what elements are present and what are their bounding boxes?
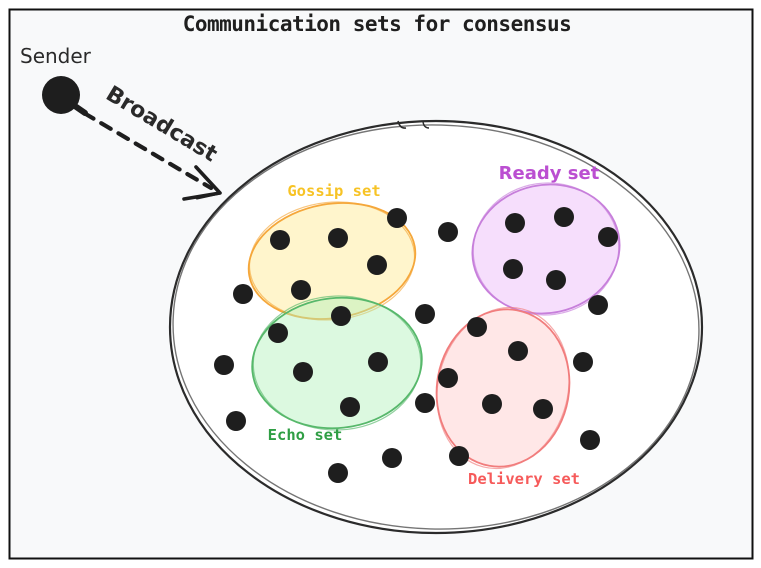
node-dot-none — [233, 284, 253, 304]
node-dot-gossip-echo-overlap — [331, 306, 351, 326]
node-dot-none — [580, 430, 600, 450]
echo-set-ellipse-sketch — [252, 295, 422, 431]
node-dot-echo — [268, 323, 288, 343]
system-ellipse-sketch — [172, 124, 700, 530]
node-dot-none — [415, 304, 435, 324]
node-dot-gossip — [291, 280, 311, 300]
node-dot-ready — [598, 227, 618, 247]
node-dot-echo — [293, 362, 313, 382]
node-dot-ready — [546, 270, 566, 290]
node-dot-delivery — [438, 368, 458, 388]
node-dot-none — [415, 393, 435, 413]
sender-node-dot — [42, 76, 80, 114]
broadcast-arrowhead-inner-icon — [195, 175, 222, 200]
ready-set-ellipse-sketch — [472, 182, 620, 316]
node-dot-echo — [340, 397, 360, 417]
node-dot-gossip — [328, 228, 348, 248]
echo-set-label: Echo set — [268, 426, 343, 444]
node-dot-none — [382, 448, 402, 468]
system-ellipse — [168, 119, 704, 535]
node-dot-echo — [368, 352, 388, 372]
delivery-set-label: Delivery set — [468, 470, 580, 488]
node-dot-none — [438, 222, 458, 242]
node-dot-ready — [554, 207, 574, 227]
node-dot-delivery — [533, 399, 553, 419]
node-dot-none — [449, 446, 469, 466]
node-dot-none — [328, 463, 348, 483]
node-dot-none — [588, 295, 608, 315]
node-dot-delivery — [508, 341, 528, 361]
node-dot-gossip — [367, 255, 387, 275]
ellipse-stroke-notch — [422, 121, 430, 129]
sender-label: Sender — [20, 44, 92, 68]
node-dot-none — [226, 411, 246, 431]
gossip-set-label: Gossip set — [287, 182, 380, 200]
ellipse-stroke-notch — [397, 120, 407, 129]
broadcast-arrow-shaft — [81, 110, 214, 191]
node-dot-none — [387, 208, 407, 228]
node-dot-delivery — [482, 394, 502, 414]
delivery-set-ellipse — [435, 308, 571, 468]
set-ellipses-group — [247, 182, 621, 470]
echo-set-ellipse — [251, 296, 423, 430]
diagram-title: Communication sets for consensus — [183, 12, 572, 36]
node-dot-delivery — [467, 317, 487, 337]
node-dot-ready — [503, 259, 523, 279]
ready-set-label: Ready set — [499, 163, 600, 184]
node-dot-none — [214, 355, 234, 375]
node-dot-ready — [505, 213, 525, 233]
node-dot-none — [573, 352, 593, 372]
node-dot-gossip — [270, 230, 290, 250]
node-dots-group — [214, 207, 618, 483]
